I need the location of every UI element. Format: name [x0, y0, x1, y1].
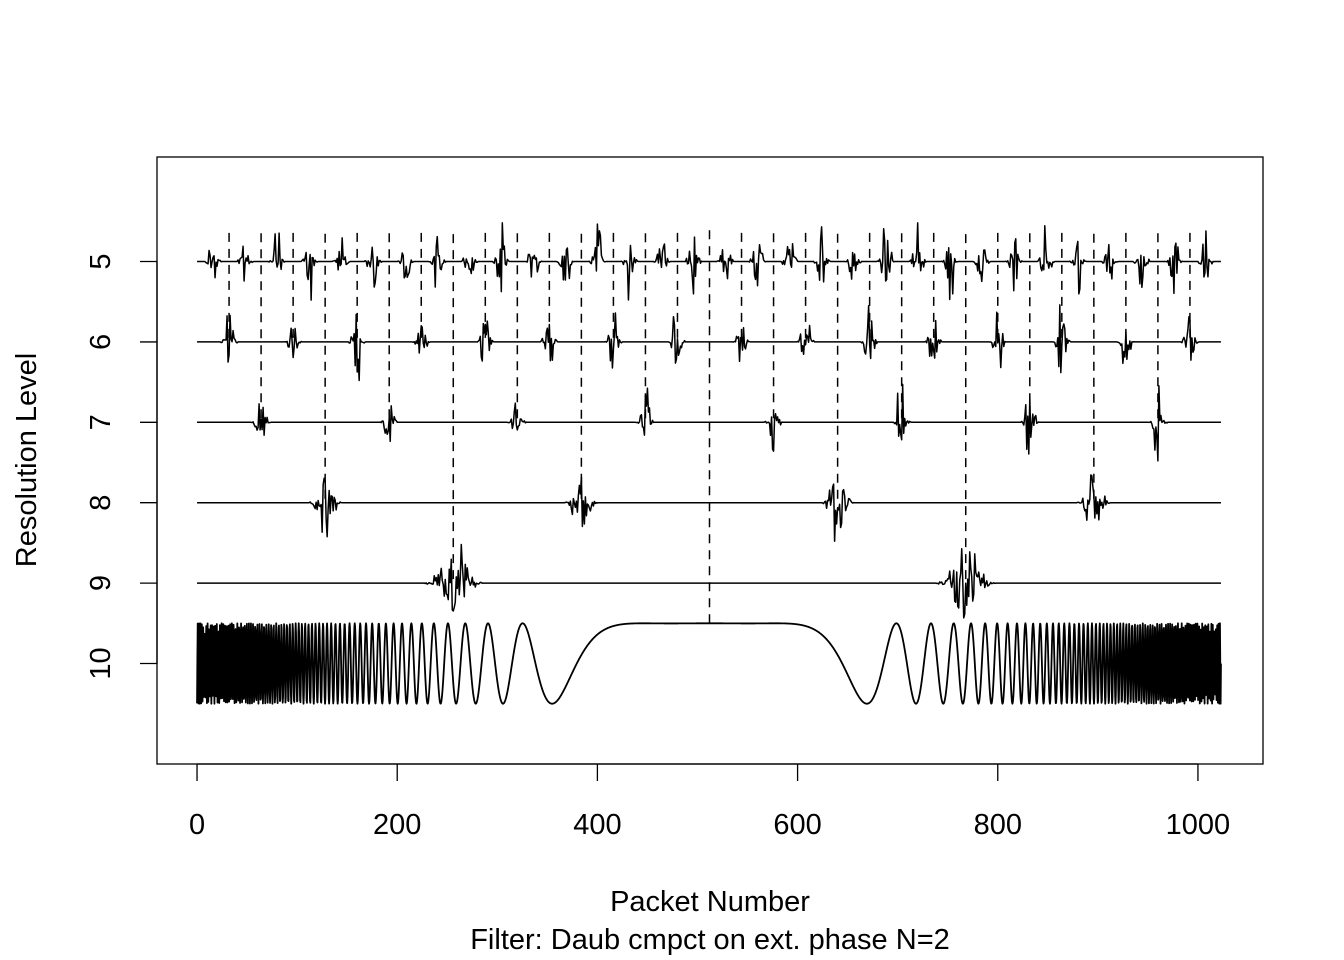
x-tick-label-800: 800: [974, 809, 1022, 841]
series-level-10: [196, 622, 1222, 705]
series-level-9: [197, 543, 1221, 619]
y-axis: 5 6 7 8 9 10: [85, 253, 158, 680]
y-tick-label-10: 10: [85, 647, 117, 679]
x-axis-label: Packet Number: [610, 886, 810, 918]
series-level-7: [197, 383, 1221, 462]
series-level-5: [197, 222, 1221, 301]
y-tick-label-8: 8: [85, 495, 117, 511]
x-tick-label-400: 400: [573, 809, 621, 841]
x-tick-label-1000: 1000: [1166, 809, 1231, 841]
y-tick-label-5: 5: [85, 253, 117, 269]
y-axis-label: Resolution Level: [11, 353, 43, 567]
x-tick-label-200: 200: [373, 809, 421, 841]
x-tick-label-0: 0: [189, 809, 205, 841]
x-axis: 0 200 400 600 800 1000: [189, 763, 1231, 841]
y-tick-label-6: 6: [85, 334, 117, 350]
series-level-8: [197, 474, 1221, 542]
y-tick-label-7: 7: [85, 414, 117, 430]
chart-subtitle: Filter: Daub cmpct on ext. phase N=2: [470, 924, 950, 956]
y-tick-label-9: 9: [85, 575, 117, 591]
series-level-6: [197, 304, 1221, 382]
x-tick-label-600: 600: [773, 809, 821, 841]
series-group: [196, 222, 1222, 705]
